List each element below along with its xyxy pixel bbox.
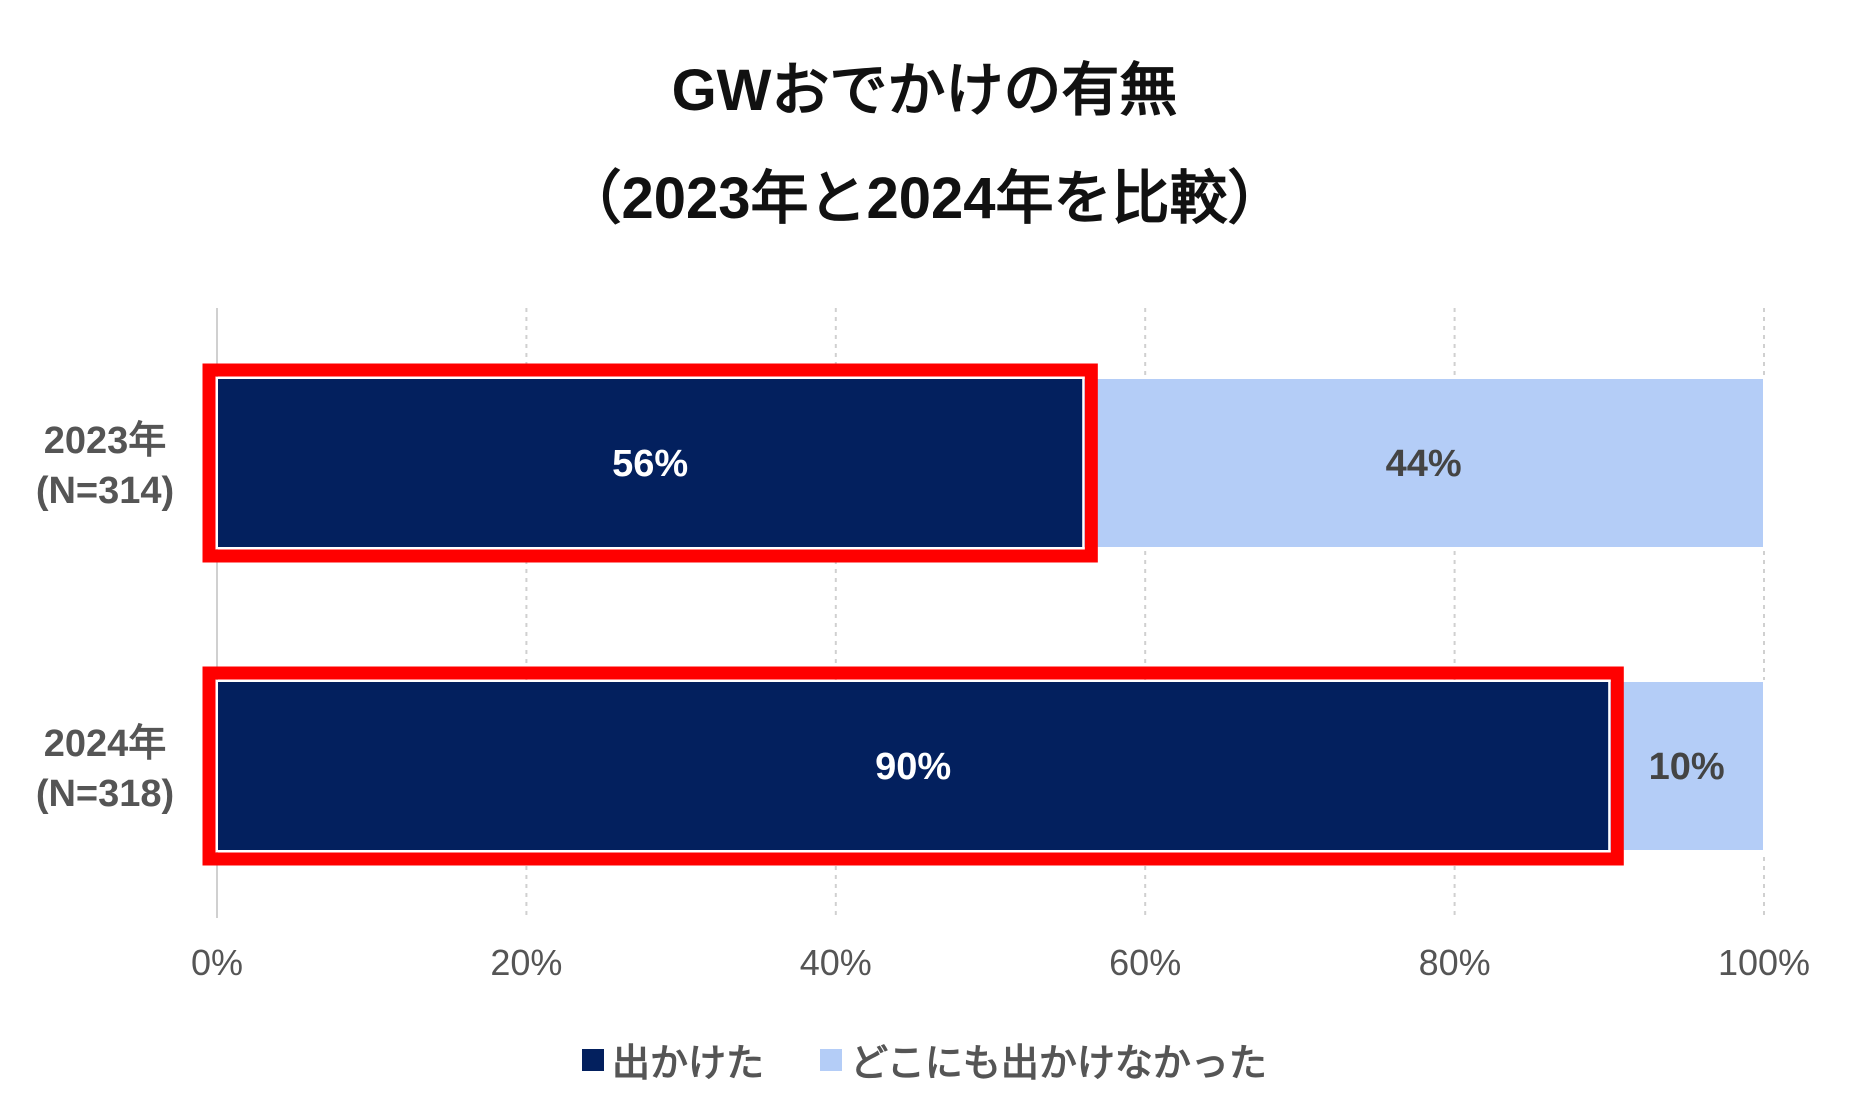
data-label: 90%: [875, 746, 951, 788]
highlight-boxes: [202, 363, 1624, 866]
x-tick-label: 20%: [490, 942, 562, 983]
x-tick-label: 40%: [800, 942, 872, 983]
category-label: 2024年: [44, 723, 167, 765]
category-label: 2023年: [44, 420, 167, 462]
axis-labels: 0% 20% 40% 60% 80% 100% 2023年 (N=314) 2024年 (N=31…: [36, 420, 1810, 983]
highlight-box: [202, 363, 1098, 563]
category-label: (N=318): [36, 773, 174, 815]
data-label: 10%: [1649, 746, 1725, 788]
x-tick-label: 60%: [1109, 942, 1181, 983]
chart-subtitle: （2023年と2024年を比較）: [563, 166, 1286, 231]
x-tick-label: 100%: [1718, 942, 1810, 983]
bar-segment: [1082, 377, 1765, 549]
x-tick-label: 80%: [1419, 942, 1491, 983]
legend-item-stayed-home[interactable]: どこにも出かけなかった: [820, 1032, 1267, 1087]
category-label: (N=314): [36, 470, 174, 512]
legend-item-went-out[interactable]: 出かけた: [582, 1032, 764, 1087]
data-label: 44%: [1386, 443, 1462, 485]
chart-title: GWおでかけの有無: [671, 58, 1178, 123]
x-tick-label: 0%: [191, 942, 243, 983]
highlight-box: [202, 666, 1624, 866]
legend-label: 出かけた: [612, 1043, 765, 1085]
bar-segment: [216, 377, 1085, 549]
data-labels: 56% 44% 90% 10%: [612, 443, 1725, 788]
legend-swatch: [582, 1048, 605, 1071]
legend: 出かけた どこにも出かけなかった: [0, 1032, 1849, 1087]
legend-swatch: [820, 1048, 843, 1071]
legend-label: どこにも出かけなかった: [850, 1043, 1267, 1085]
bar-segment: [216, 680, 1611, 852]
bar-segment: [1608, 680, 1766, 852]
data-label: 56%: [612, 443, 688, 485]
bars: [216, 377, 1766, 852]
